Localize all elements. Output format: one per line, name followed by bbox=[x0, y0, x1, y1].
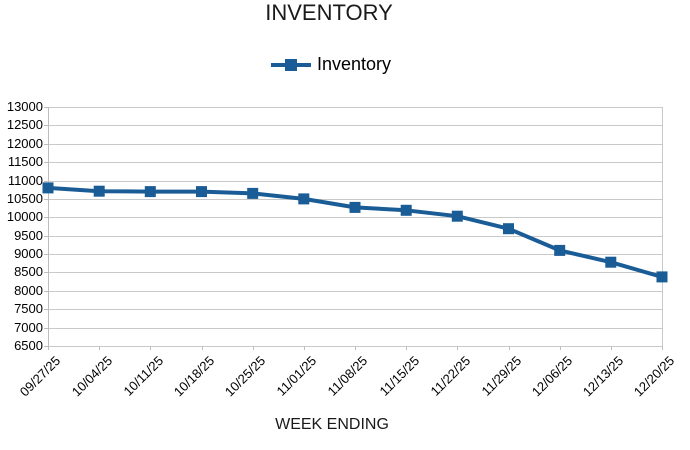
data-point-marker bbox=[656, 271, 668, 283]
y-axis-tick bbox=[44, 107, 48, 108]
y-axis-tick bbox=[44, 235, 48, 237]
x-axis-tick bbox=[406, 346, 408, 350]
y-axis-tick bbox=[44, 327, 48, 329]
y-gridline bbox=[48, 235, 662, 237]
y-axis-label: 12500 bbox=[6, 117, 43, 133]
data-point-marker bbox=[451, 210, 463, 222]
y-gridline bbox=[48, 125, 662, 127]
y-axis-tick bbox=[44, 143, 48, 145]
data-point-marker bbox=[503, 223, 514, 235]
y-axis-tick bbox=[44, 180, 48, 182]
y-axis-line bbox=[48, 107, 49, 350]
x-axis-tick bbox=[150, 346, 152, 350]
y-axis-tick bbox=[44, 346, 48, 347]
legend-label: Inventory bbox=[316, 54, 392, 74]
plot-right-border bbox=[662, 107, 663, 346]
y-axis-label: 12000 bbox=[6, 135, 43, 151]
y-axis-label: 7500 bbox=[14, 301, 43, 317]
y-axis-label: 9000 bbox=[14, 246, 43, 262]
y-axis-label: 11500 bbox=[7, 154, 43, 170]
legend-series-marker-icon bbox=[270, 58, 311, 72]
series-line bbox=[47, 185, 663, 279]
data-point-marker bbox=[298, 193, 310, 205]
data-point-marker bbox=[144, 186, 156, 198]
x-axis-tick bbox=[252, 346, 254, 350]
y-axis-label: 6500 bbox=[14, 338, 43, 353]
data-point-marker bbox=[554, 244, 566, 256]
data-point-marker bbox=[400, 204, 412, 216]
y-axis-tick bbox=[44, 198, 48, 200]
x-axis-tick bbox=[355, 346, 356, 350]
y-axis-label: 10500 bbox=[6, 190, 43, 206]
y-gridline bbox=[48, 198, 662, 200]
y-axis-label: 11000 bbox=[7, 172, 43, 188]
data-point-marker bbox=[247, 187, 259, 199]
y-axis-label: 13000 bbox=[6, 99, 43, 114]
y-gridline bbox=[48, 254, 662, 256]
data-point-marker bbox=[349, 201, 361, 213]
x-axis-title: WEEK ENDING bbox=[275, 416, 389, 433]
y-axis-tick bbox=[44, 162, 48, 164]
data-point-marker bbox=[196, 186, 207, 198]
x-axis-tick bbox=[99, 346, 101, 350]
chart-title: INVENTORY bbox=[265, 0, 393, 25]
y-axis-label: 10000 bbox=[6, 209, 43, 225]
y-gridline bbox=[48, 217, 662, 219]
y-gridline bbox=[48, 272, 662, 274]
y-axis-label: 7000 bbox=[14, 319, 43, 335]
y-axis-tick bbox=[44, 290, 48, 292]
y-axis-tick bbox=[44, 309, 48, 311]
y-axis-tick bbox=[44, 217, 48, 219]
x-axis-tick bbox=[559, 346, 561, 350]
y-gridline bbox=[48, 327, 662, 329]
y-gridline bbox=[48, 180, 662, 182]
x-axis-tick bbox=[610, 346, 612, 350]
series-plot bbox=[42, 182, 668, 283]
y-gridline bbox=[48, 309, 662, 311]
y-axis-label: 8000 bbox=[14, 282, 43, 298]
x-axis-tick bbox=[303, 346, 305, 350]
legend: Inventory bbox=[270, 54, 392, 75]
x-axis-tick bbox=[48, 346, 49, 350]
y-axis-tick bbox=[44, 125, 48, 127]
y-gridline bbox=[48, 143, 662, 145]
legend-square-icon bbox=[284, 58, 297, 71]
y-gridline bbox=[48, 162, 662, 164]
data-point-marker bbox=[605, 256, 617, 268]
y-axis-tick bbox=[44, 272, 48, 274]
x-axis-tick bbox=[201, 346, 203, 350]
y-gridline bbox=[48, 290, 662, 292]
y-axis-label: 8500 bbox=[14, 264, 43, 280]
data-point-marker bbox=[93, 185, 105, 197]
x-axis-tick bbox=[457, 346, 459, 350]
data-point-marker bbox=[42, 182, 54, 194]
y-axis-tick bbox=[44, 254, 48, 256]
y-gridline bbox=[48, 107, 662, 108]
x-axis-tick bbox=[508, 346, 510, 350]
x-axis-tick bbox=[662, 346, 663, 350]
y-axis-label: 9500 bbox=[14, 227, 43, 243]
